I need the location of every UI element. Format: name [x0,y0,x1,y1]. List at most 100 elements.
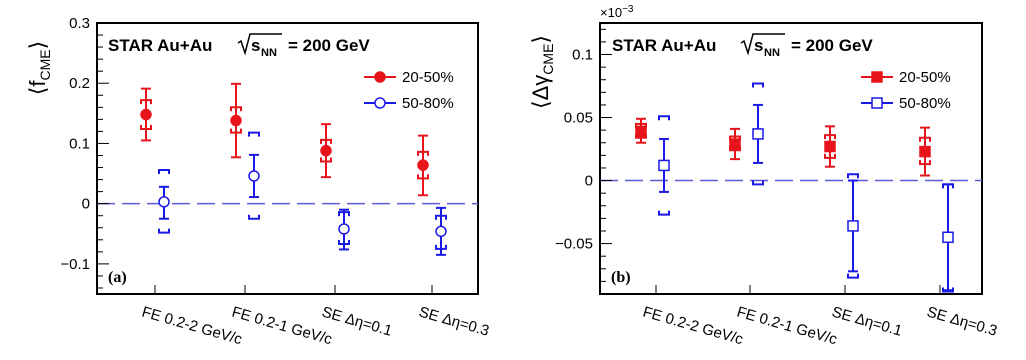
sys-error-bracket [824,134,836,140]
ylabel-sub-a: CME [37,49,53,80]
data-point [919,126,931,177]
panel-a: −0.1 0 0.1 0.2 0.3 FE 0.2-2 GeV/cFE 0.2-1 Ge… [25,15,491,348]
sqrt-symbol-a [237,33,282,56]
y-tick-label: 0.1 [69,135,90,152]
x-tick-label: SE Δη=0.3 [925,304,999,340]
legend-label: 20-50% [402,69,454,86]
data-point [417,134,429,197]
y-tick-label: 0.3 [69,15,90,32]
panel-label-b: (b) [611,269,631,286]
sys-error-bracket [658,115,670,121]
data-point [729,127,741,161]
open-square-marker [658,159,670,172]
sys-error-bracket [752,82,764,88]
data-point [230,82,242,159]
sys-error-bracket [158,168,170,174]
sys-error-bracket [919,136,931,142]
x-tick-label: SE Δη=0.1 [830,304,904,340]
sys-error-bracket [140,124,152,130]
open-square-marker [752,128,764,140]
sys-error-bracket [230,106,242,112]
y-tick-label: 0 [82,196,90,213]
energy-value-b: = 200 GeV [791,36,873,55]
open-circle-marker [158,196,170,208]
panel-label-a: (a) [108,269,127,286]
ylabel-open-a: ⟨ [25,87,50,96]
energy-sub-a: NN [261,47,277,59]
energy-s-a: s [251,36,260,55]
data-point [847,173,859,279]
sys-error-bracket [435,214,447,220]
sys-error-bracket [658,210,670,216]
chart-title-b: STAR Au+Au [612,36,716,55]
legend-entry: 20-50% [364,69,454,86]
open-square-marker [847,220,859,232]
y-axis-a: −0.1 0 0.1 0.2 0.3 [60,15,109,289]
data-marks-b [635,82,954,293]
filled-circle-marker [230,114,242,127]
legend-marker [871,97,883,109]
x-tick-label: FE 0.2-1 GeV/c [735,304,840,349]
x-tick-label: SE Δη=0.3 [417,304,491,340]
sqrt-symbol-b [740,33,785,56]
energy-label-b: s NN = 200 GeV [740,33,873,59]
svg-text:⟨ΔγCME⟩: ⟨ΔγCME⟩ [528,35,556,109]
sys-error-bracket [942,183,954,189]
ylabel-open-b: ⟨ [528,100,553,109]
legend-marker [374,71,386,83]
filled-square-marker [635,125,647,138]
filled-circle-marker [320,144,332,157]
chart-title-a: STAR Au+Au [108,36,212,55]
panel-b: −0.05 0 0.05 0.1 FE 0.2-2 GeV/cFE 0.2-1 GeV… [528,4,999,348]
y-tick-label: 0.2 [69,75,90,92]
data-point [248,131,260,220]
legend-marker [374,97,386,109]
sys-error-bracket [338,240,350,246]
filled-square-marker [919,145,931,158]
energy-value-a: = 200 GeV [288,36,370,55]
plot-frame-b [599,22,983,295]
filled-circle-marker [417,159,429,171]
legend-a: 20-50% 50-80% [364,69,454,112]
legend-b: 20-50% 50-80% [861,69,951,112]
y-tick-label: 0 [585,173,593,190]
legend-entry: 50-80% [861,95,951,112]
ylabel-close-a: ⟩ [25,41,50,50]
energy-sub-b: NN [764,47,780,59]
data-point [824,125,836,168]
data-point [158,168,170,234]
sys-error-bracket [435,244,447,250]
y-axis-title-b: ⟨ΔγCME⟩ [528,35,556,109]
plot-frame-a [96,22,479,295]
ylabel-close-b: ⟩ [528,35,553,44]
ylabel-main-b: Δγ [528,75,553,101]
ylabel-sub-b: CME [540,44,556,75]
y-tick-label: 0.1 [572,47,593,64]
data-point [658,115,670,216]
sys-error-bracket [417,174,429,180]
x-tick-label: FE 0.2-2 GeV/c [641,304,746,349]
open-square-marker [942,231,954,244]
sys-error-bracket [847,173,859,179]
sys-error-bracket [248,214,260,220]
filled-circle-marker [140,108,152,121]
energy-label-a: s NN = 200 GeV [237,33,370,59]
legend-label: 50-80% [899,95,951,112]
data-point [338,208,350,251]
sys-error-bracket [320,138,332,144]
sys-error-bracket [338,211,350,217]
sys-error-bracket [942,287,954,293]
energy-s-b: s [754,36,763,55]
open-circle-marker [248,170,260,182]
sys-error-bracket [919,160,931,166]
y-multiplier-b: ×10−3 [600,4,634,20]
sys-error-bracket [320,157,332,163]
filled-square-marker [729,138,741,150]
legend-entry: 20-50% [861,69,951,86]
ylabel-main-a: f [25,80,50,87]
data-point [320,123,332,179]
sys-error-bracket [230,128,242,134]
svg-text:⟨fCME⟩: ⟨fCME⟩ [25,41,53,95]
data-point [752,82,764,186]
